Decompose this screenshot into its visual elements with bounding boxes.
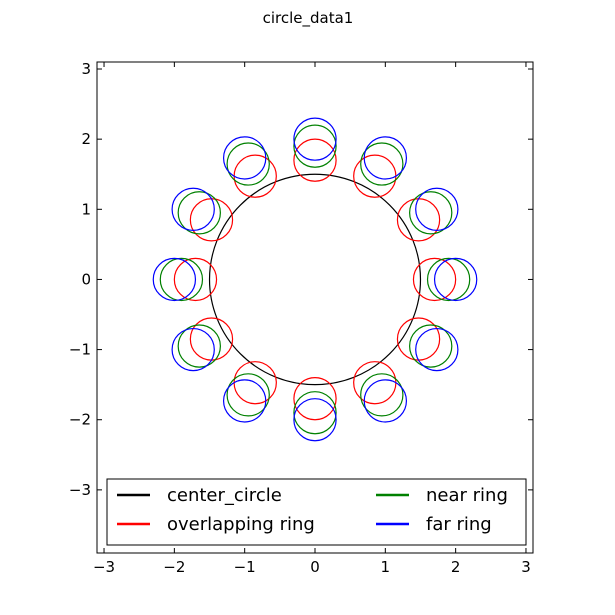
far-ring-circle [171, 327, 215, 372]
legend-label-far-ring: far ring [426, 514, 492, 535]
legend-label-near-ring: near ring [426, 485, 508, 506]
x-tick-label: 2 [451, 558, 461, 576]
far-ring-circle [222, 379, 267, 423]
center-circle-circle [208, 173, 422, 386]
y-tick-label: 1 [81, 200, 91, 218]
y-tick-label: −3 [69, 481, 91, 499]
near-ring-circle [409, 324, 453, 368]
series-near-ring [159, 124, 471, 435]
figure-title: circle_data1 [263, 9, 354, 28]
legend-frame [106, 478, 527, 546]
y-tick-label: 2 [81, 130, 91, 148]
x-tick-label: −3 [93, 558, 115, 576]
near-ring-circle [293, 391, 337, 435]
far-ring-circle [415, 327, 459, 372]
near-ring-circle [177, 191, 221, 235]
far-ring-circle [293, 398, 337, 442]
plot-area [152, 117, 478, 442]
near-ring-circle [177, 324, 221, 368]
series-far-ring [152, 117, 478, 442]
near-ring-circle [226, 142, 270, 186]
y-tick-label: −2 [69, 411, 91, 429]
axes-frame [96, 61, 534, 554]
x-tick-label: 0 [310, 558, 320, 576]
series-center-circle [208, 173, 422, 386]
overlapping-ring-circle [293, 377, 337, 421]
far-ring-circle [433, 257, 478, 302]
far-ring-circle [152, 257, 197, 302]
series-overlapping-ring [173, 138, 457, 421]
y-tick-label: −1 [69, 341, 91, 359]
axis-ticks: −3 −2 −1 0 1 2 3 −3 −2 −1 0 1 2 3 [69, 60, 533, 576]
y-tick-label: 3 [81, 60, 91, 78]
x-tick-label: −1 [234, 558, 256, 576]
overlapping-ring-circle [293, 138, 337, 182]
near-ring-circle [360, 142, 404, 186]
x-tick-label: −2 [163, 558, 185, 576]
legend: center_circle overlapping ring near ring fa… [106, 478, 527, 546]
legend-label-overlapping-ring: overlapping ring [167, 514, 315, 535]
far-ring-circle [222, 136, 267, 180]
far-ring-circle [363, 136, 408, 180]
near-ring-circle [226, 373, 270, 417]
legend-label-center-circle: center_circle [167, 485, 282, 506]
near-ring-circle [426, 257, 471, 302]
overlapping-ring-circle [173, 257, 218, 302]
near-ring-circle [409, 191, 453, 235]
y-tick-label: 0 [81, 270, 91, 288]
far-ring-circle [415, 187, 459, 231]
near-ring-circle [360, 373, 404, 417]
far-ring-circle [293, 117, 337, 161]
x-tick-label: 1 [381, 558, 391, 576]
near-ring-circle [293, 124, 337, 168]
near-ring-circle [159, 257, 204, 302]
overlapping-ring-circle [412, 257, 457, 302]
far-ring-circle [171, 187, 215, 231]
x-tick-label: 3 [521, 558, 531, 576]
far-ring-circle [363, 379, 408, 423]
